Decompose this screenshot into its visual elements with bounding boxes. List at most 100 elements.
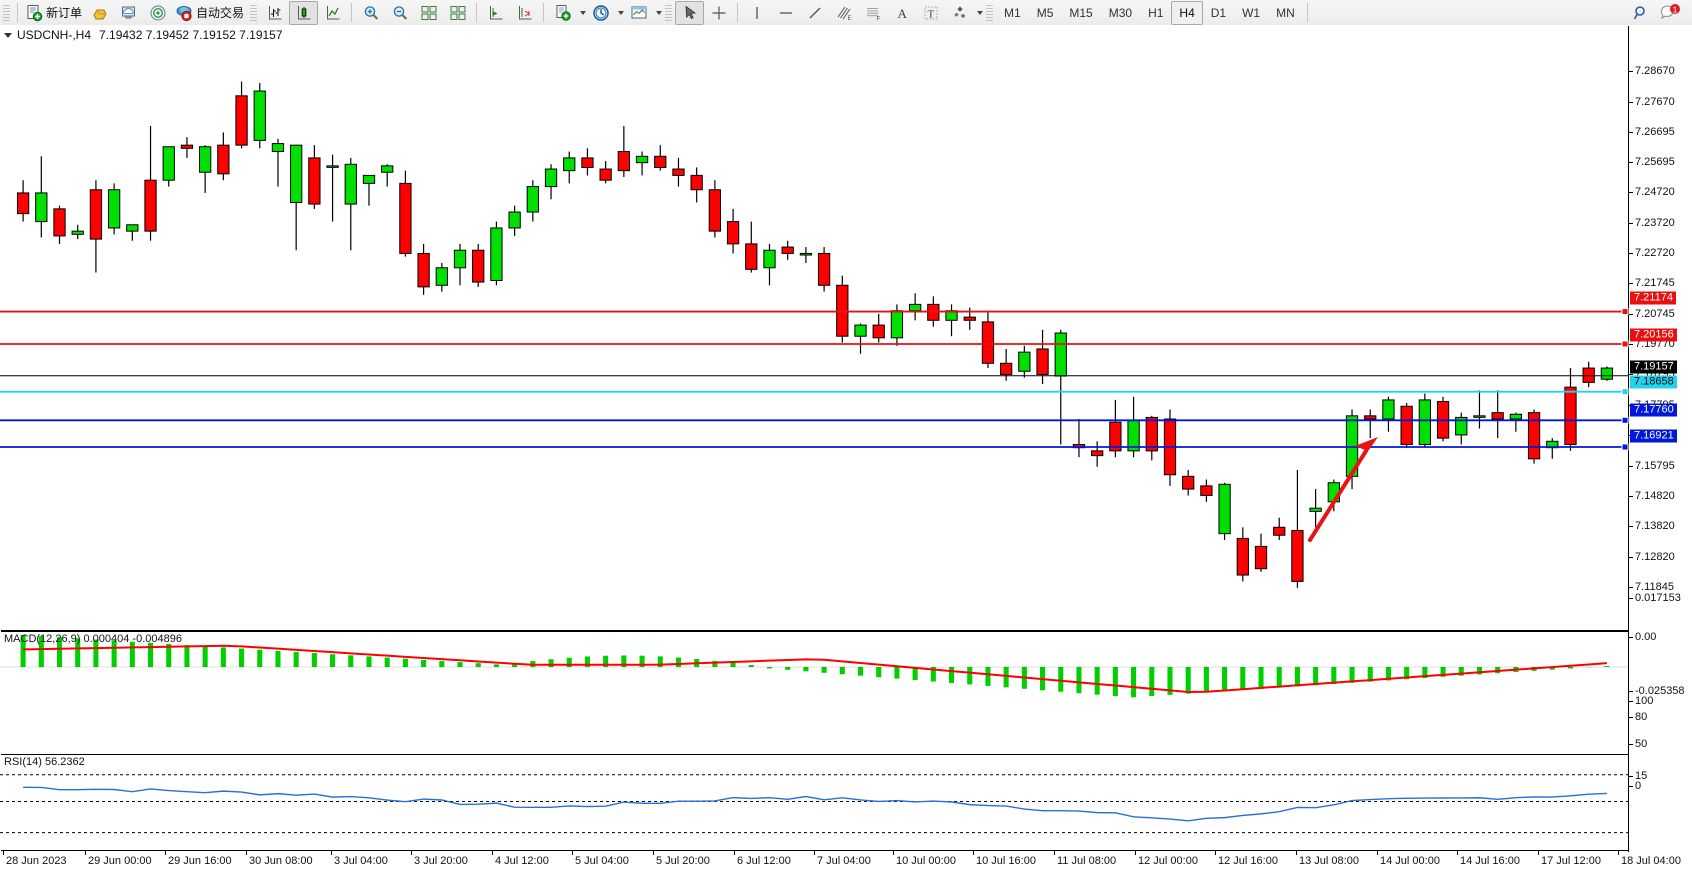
drawing-tools-grip[interactable] — [665, 3, 673, 22]
svg-text:F: F — [876, 16, 880, 22]
price-tick: 7.23720 — [1629, 217, 1675, 229]
objects-dropdown-arrow[interactable] — [977, 10, 984, 15]
search-button[interactable] — [1626, 1, 1655, 25]
candlestick-chart-button[interactable] — [289, 0, 319, 25]
candle-body — [1473, 415, 1486, 418]
zoom-out-button[interactable] — [385, 1, 414, 25]
cursor-button[interactable] — [675, 0, 705, 25]
timeframe-m5[interactable]: M5 — [1036, 5, 1054, 20]
candle-body — [1182, 475, 1195, 490]
candle-body — [180, 144, 194, 149]
price-tick: 7.24720 — [1629, 186, 1675, 198]
objects-button[interactable] — [945, 1, 974, 25]
candle-body — [1364, 415, 1377, 420]
market-watch-button[interactable] — [143, 1, 172, 25]
chart-area[interactable]: USDCNH-,H4 7.19432 7.19452 7.19152 7.191… — [0, 25, 1692, 878]
arrow-shaft[interactable] — [1308, 449, 1368, 542]
crosshair-button[interactable] — [704, 1, 733, 25]
candle-body — [1236, 537, 1249, 576]
hand-drag-button[interactable] — [85, 1, 114, 25]
trendline-button[interactable] — [800, 1, 829, 25]
candle-body — [162, 146, 175, 181]
level-handle[interactable] — [1621, 443, 1629, 451]
candle-body — [745, 243, 758, 270]
shift-end-button[interactable] — [481, 1, 510, 25]
candle-body — [1509, 413, 1523, 420]
line-chart-button[interactable] — [318, 1, 347, 25]
timeframe-m30[interactable]: M30 — [1108, 5, 1133, 20]
candle-body — [1091, 450, 1104, 457]
cursor-arrow-icon — [685, 5, 696, 19]
price-level-label[interactable]: 7.17760 — [1630, 403, 1677, 417]
candle-body — [563, 157, 576, 172]
price-level-label[interactable]: 7.19157 — [1630, 360, 1677, 374]
timeframe-m1[interactable]: M1 — [1004, 5, 1021, 20]
candle-body — [490, 227, 503, 281]
tile-windows-button-2[interactable] — [443, 1, 472, 25]
level-handle[interactable] — [1621, 388, 1629, 396]
timeframe-h1[interactable]: H1 — [1148, 5, 1164, 20]
price-level-label[interactable]: 7.20156 — [1630, 328, 1677, 342]
candle-body — [1527, 412, 1541, 460]
price-axis[interactable]: 7.28670 7.27670 7.26695 7.25695 7.24720 7.237… — [1629, 26, 1692, 852]
timeframe-d1[interactable]: D1 — [1210, 5, 1227, 20]
price-level-label[interactable]: 7.16921 — [1630, 429, 1677, 443]
period-button[interactable] — [586, 1, 615, 25]
price-pane[interactable] — [1, 26, 1628, 631]
arrow-head[interactable] — [1355, 437, 1378, 464]
time-label: 30 Jun 08:00 — [249, 855, 313, 867]
bar-chart-button[interactable] — [260, 1, 289, 25]
text-button[interactable]: A — [887, 1, 916, 25]
auto-scroll-button[interactable] — [510, 1, 539, 25]
macd-tick: -0.025358 — [1629, 685, 1685, 697]
price-level-label[interactable]: 7.18658 — [1630, 375, 1677, 389]
chart-symbol: USDCNH-,H4 — [17, 28, 92, 42]
trendline-icon — [809, 7, 820, 18]
time-axis[interactable]: 28 Jun 2023 29 Jun 00:00 29 Jun 16:00 30 Ju… — [1, 850, 1681, 878]
timeframe-w1[interactable]: W1 — [1242, 5, 1261, 20]
new-chart-button[interactable] — [548, 1, 577, 25]
time-tick — [1377, 851, 1378, 855]
candle-body — [217, 144, 230, 175]
price-level-label[interactable]: 7.21174 — [1630, 291, 1676, 305]
chart-canvas — [0, 81, 1629, 834]
templates-button[interactable] — [624, 1, 653, 25]
auto-trading-icon — [176, 5, 192, 21]
candle-body — [781, 246, 794, 254]
timeframe-mn[interactable]: MN — [1276, 5, 1295, 20]
zoom-in-button[interactable] — [356, 1, 385, 25]
zoom-out-icon — [393, 5, 407, 20]
chart-caret-icon[interactable] — [4, 32, 12, 38]
tile-windows-button[interactable] — [414, 1, 443, 25]
toolbar-separator-3 — [476, 3, 478, 22]
equidistant-channel-button[interactable]: E — [829, 1, 858, 25]
level-handle[interactable] — [1621, 308, 1629, 316]
vertical-line-button[interactable] — [742, 1, 771, 25]
level-handle[interactable] — [1621, 340, 1629, 348]
fibonacci-button[interactable]: F — [858, 1, 887, 25]
svg-text:T: T — [927, 8, 934, 20]
timeframe-h4[interactable]: H4 — [1171, 0, 1203, 25]
toolbar-grip[interactable] — [3, 3, 10, 22]
candle-body — [508, 211, 521, 229]
auto-trading-button[interactable]: 自动交易 — [172, 1, 247, 25]
timeframe-m15[interactable]: M15 — [1069, 5, 1093, 20]
templates-dropdown-arrow[interactable] — [656, 10, 663, 15]
candle-body — [417, 252, 430, 288]
candle-body — [1036, 348, 1049, 375]
level-handle[interactable] — [1621, 416, 1629, 424]
text-label-button[interactable]: T — [916, 1, 945, 25]
new-chart-dropdown-arrow[interactable] — [580, 10, 587, 15]
data-window-button[interactable] — [114, 1, 143, 25]
period-dropdown-arrow[interactable] — [618, 10, 625, 15]
notifications-button[interactable]: 1 — [1655, 1, 1684, 25]
chart-annotation[interactable] — [1308, 437, 1378, 542]
rsi-pane[interactable] — [1, 754, 1628, 851]
timeframe-grip[interactable] — [986, 3, 994, 22]
candle-body — [654, 155, 667, 168]
macd-pane[interactable] — [1, 631, 1628, 755]
chart-tools-grip[interactable] — [250, 3, 258, 22]
horizontal-line-button[interactable] — [771, 1, 800, 25]
new-order-button[interactable]: 新订单 — [22, 1, 85, 25]
search-icon — [1633, 5, 1645, 19]
